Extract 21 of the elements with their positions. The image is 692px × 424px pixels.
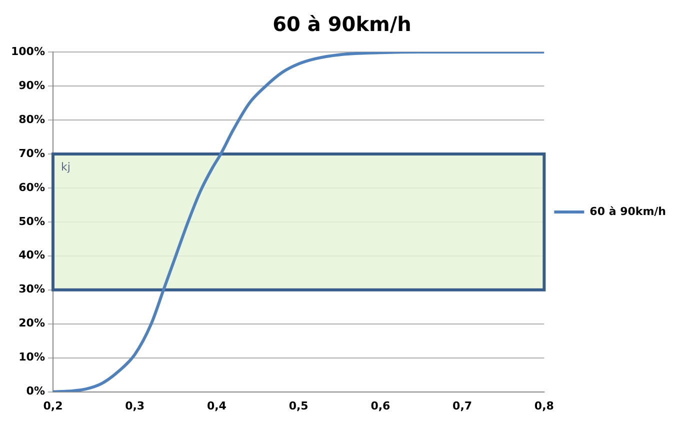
x-tick-label: 0,2 [43,399,63,412]
legend-label: 60 à 90km/h [590,204,666,218]
band-label: kj [60,160,70,174]
y-tick-label: 60% [18,180,45,194]
x-tick-label: 0,8 [534,399,554,412]
x-tick-label: 0,4 [206,399,227,412]
y-tick-label: 90% [18,78,45,92]
y-tick-label: 10% [18,350,45,364]
y-tick-label: 20% [18,316,45,330]
chart-title: 60 à 90km/h [272,12,412,36]
x-tick-label: 0,7 [452,399,472,412]
x-tick-label: 0,6 [370,399,391,412]
y-tick-label: 30% [18,282,45,296]
x-tick-label: 0,5 [288,399,308,412]
y-tick-label: 40% [18,248,45,262]
x-tick-label: 0,3 [125,399,145,412]
y-tick-label: 80% [18,112,45,126]
y-tick-label: 50% [18,214,45,228]
y-tick-label: 70% [18,146,45,160]
y-tick-label: 100% [11,44,45,58]
y-tick-label: 0% [26,384,45,398]
